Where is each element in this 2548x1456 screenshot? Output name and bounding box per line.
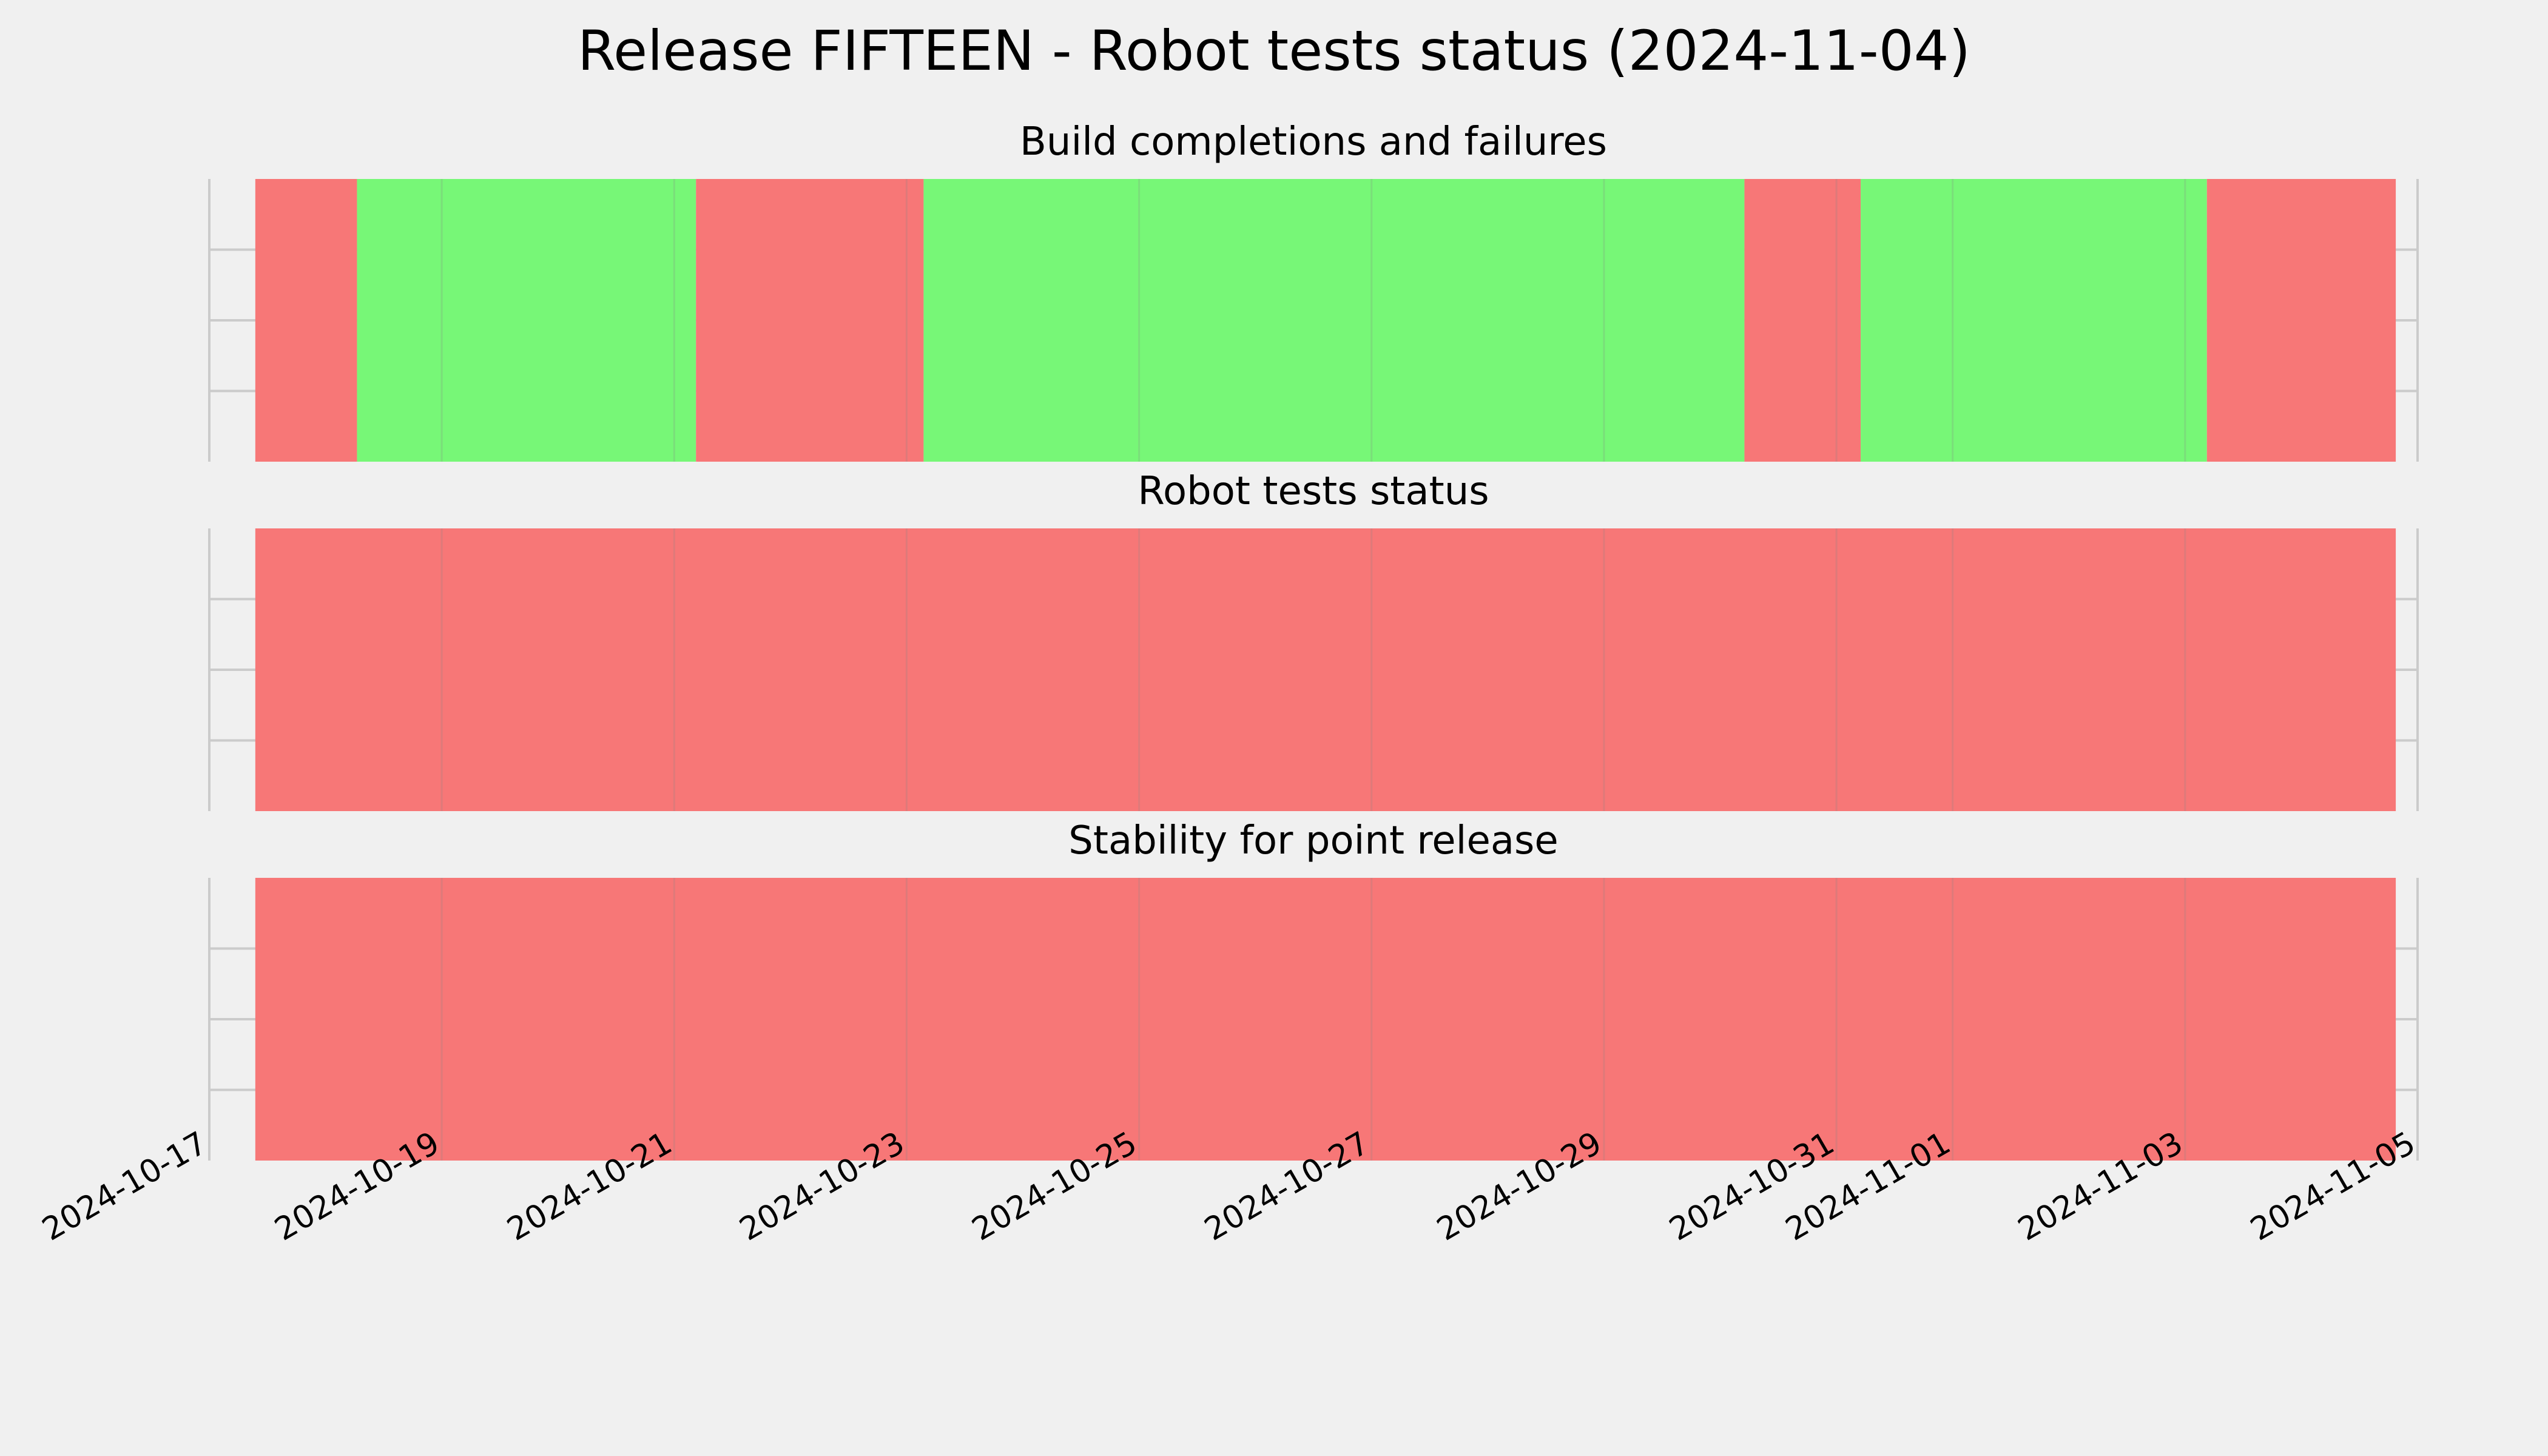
status-segment-fail [255,528,2396,811]
panel-2: Robot tests status [208,469,2419,811]
panel-title: Build completions and failures [1020,120,1607,164]
status-segment-fail [255,179,357,462]
chart-panels: Build completions and failures Robot test… [208,120,2419,1161]
panel-title: Robot tests status [1138,469,1489,514]
status-segment-fail [696,179,924,462]
status-segment-fail [1744,179,1861,462]
status-segment-pass [357,179,696,462]
status-segment-fail [2206,179,2396,462]
status-segment-pass [1861,179,2207,462]
x-tick-label: 2024-10-17 [36,1125,214,1248]
status-segment-pass [923,179,1745,462]
chart-title: Release FIFTEEN - Robot tests status (20… [578,19,1970,83]
panel-3: Stability for point release [208,818,2419,1161]
panel-title: Stability for point release [1068,818,1559,863]
status-segment-fail [255,878,2396,1161]
panel-1: Build completions and failures [208,120,2419,462]
